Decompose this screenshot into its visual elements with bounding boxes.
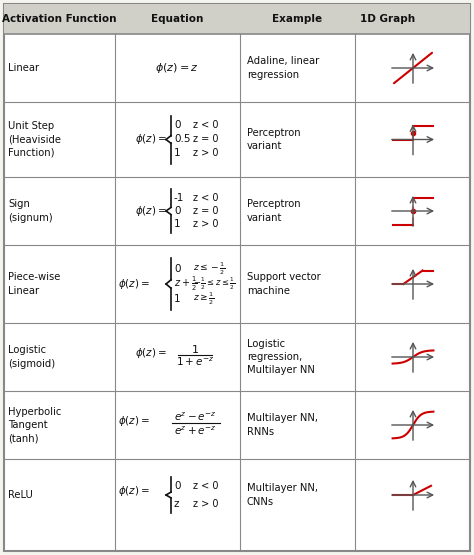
Text: $z + \frac{1}{2}$: $z + \frac{1}{2}$ bbox=[174, 275, 198, 293]
Text: 1: 1 bbox=[174, 219, 181, 229]
Text: Sign
(signum): Sign (signum) bbox=[8, 199, 53, 223]
Text: $\phi(z) =$: $\phi(z) =$ bbox=[118, 277, 150, 291]
Text: Activation Function: Activation Function bbox=[2, 14, 116, 24]
Text: Perceptron
variant: Perceptron variant bbox=[247, 199, 301, 223]
Text: $\phi(z) =$: $\phi(z) =$ bbox=[135, 204, 167, 218]
FancyBboxPatch shape bbox=[4, 4, 470, 551]
Text: -1: -1 bbox=[174, 193, 184, 203]
Text: $z \geq \frac{1}{2}$: $z \geq \frac{1}{2}$ bbox=[193, 291, 215, 307]
Text: $z \leq -\frac{1}{2}$: $z \leq -\frac{1}{2}$ bbox=[193, 261, 226, 278]
Text: $\phi(z) = z$: $\phi(z) = z$ bbox=[155, 61, 199, 75]
Text: $\phi(z) =$: $\phi(z) =$ bbox=[118, 414, 150, 428]
Text: Unit Step
(Heaviside
Function): Unit Step (Heaviside Function) bbox=[8, 122, 61, 158]
Text: $1 + e^{-z}$: $1 + e^{-z}$ bbox=[176, 356, 214, 368]
FancyBboxPatch shape bbox=[4, 4, 470, 34]
Text: 0.5: 0.5 bbox=[174, 134, 191, 144]
Text: 0: 0 bbox=[174, 120, 181, 130]
Text: Piece-wise
Linear: Piece-wise Linear bbox=[8, 273, 60, 296]
Text: Linear: Linear bbox=[8, 63, 39, 73]
Text: ReLU: ReLU bbox=[8, 490, 33, 500]
Text: Perceptron
variant: Perceptron variant bbox=[247, 128, 301, 151]
Text: $\phi(z) =$: $\phi(z) =$ bbox=[135, 346, 167, 360]
Text: Multilayer NN,
CNNs: Multilayer NN, CNNs bbox=[247, 483, 318, 507]
Text: $\phi(z) =$: $\phi(z) =$ bbox=[135, 133, 167, 147]
Text: z < 0: z < 0 bbox=[193, 120, 219, 130]
Text: 1: 1 bbox=[174, 294, 181, 304]
Text: z = 0: z = 0 bbox=[193, 134, 219, 144]
Text: 0: 0 bbox=[174, 206, 181, 216]
Text: 0: 0 bbox=[174, 481, 181, 491]
Text: $-\frac{1}{2} \leq z \leq \frac{1}{2}$: $-\frac{1}{2} \leq z \leq \frac{1}{2}$ bbox=[193, 276, 236, 292]
Text: 1: 1 bbox=[191, 345, 199, 355]
Text: Equation: Equation bbox=[151, 14, 203, 24]
Text: Hyperbolic
Tangent
(tanh): Hyperbolic Tangent (tanh) bbox=[8, 407, 61, 443]
Text: Example: Example bbox=[272, 14, 322, 24]
Text: $\phi(z) =$: $\phi(z) =$ bbox=[118, 484, 150, 498]
Text: z < 0: z < 0 bbox=[193, 193, 219, 203]
Text: 1D Graph: 1D Graph bbox=[360, 14, 416, 24]
Text: z > 0: z > 0 bbox=[193, 219, 219, 229]
Text: Logistic
(sigmoid): Logistic (sigmoid) bbox=[8, 345, 55, 369]
Text: $e^z - e^{-z}$: $e^z - e^{-z}$ bbox=[173, 411, 216, 423]
Text: z: z bbox=[174, 499, 180, 509]
Text: z > 0: z > 0 bbox=[193, 499, 219, 509]
Text: Support vector
machine: Support vector machine bbox=[247, 273, 321, 296]
Text: z = 0: z = 0 bbox=[193, 206, 219, 216]
Text: 0: 0 bbox=[174, 264, 181, 274]
Text: Logistic
regression,
Multilayer NN: Logistic regression, Multilayer NN bbox=[247, 339, 315, 375]
Text: z > 0: z > 0 bbox=[193, 149, 219, 159]
Text: z < 0: z < 0 bbox=[193, 481, 219, 491]
Text: $e^z + e^{-z}$: $e^z + e^{-z}$ bbox=[173, 425, 216, 437]
Text: 1: 1 bbox=[174, 149, 181, 159]
Text: Adaline, linear
regression: Adaline, linear regression bbox=[247, 57, 319, 79]
Text: Multilayer NN,
RNNs: Multilayer NN, RNNs bbox=[247, 413, 318, 437]
